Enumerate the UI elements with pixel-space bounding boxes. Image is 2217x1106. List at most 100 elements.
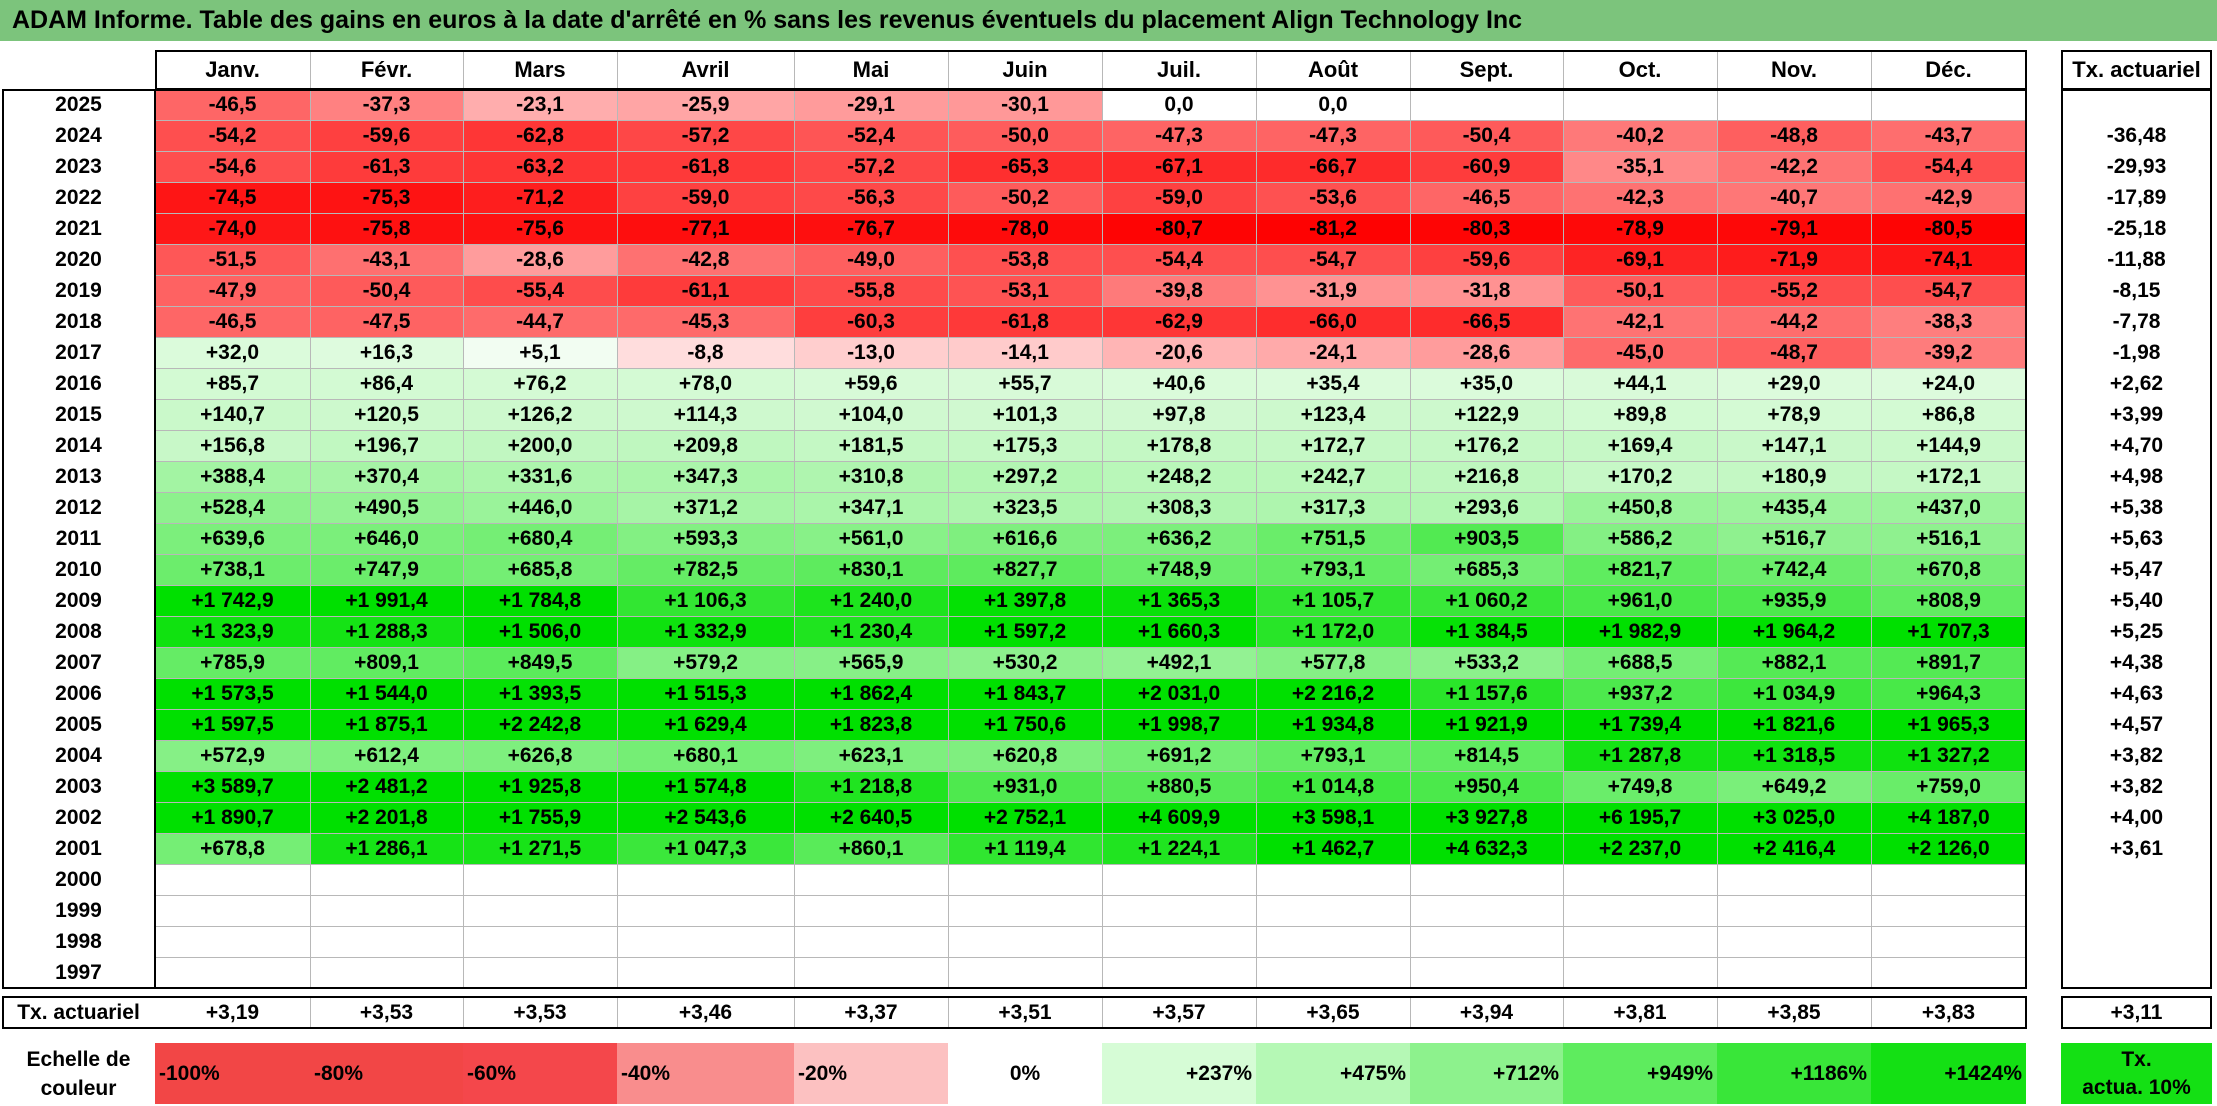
table-cell: +122,9	[1410, 399, 1563, 430]
table-cell: +1 240,0	[794, 585, 948, 616]
table-cell	[1410, 864, 1563, 895]
year-label: 1998	[55, 929, 102, 953]
table-cell: +528,4	[155, 492, 310, 523]
footer-cell: +3,46	[678, 1000, 733, 1024]
table-cell: +242,7	[1256, 461, 1410, 492]
table-cell	[948, 926, 1102, 957]
table-cell: -81,2	[1256, 213, 1410, 244]
footer-gridline	[617, 996, 618, 1029]
table-cell: +561,0	[794, 523, 948, 554]
table-cell: +1 218,8	[794, 771, 948, 802]
table-cell: -42,8	[617, 244, 794, 275]
table-cell: +649,2	[1717, 771, 1871, 802]
table-cell: -79,1	[1717, 213, 1871, 244]
table-cell: +821,7	[1563, 554, 1717, 585]
legend-label: Echelle de couleur	[2, 1043, 155, 1104]
table-cell: +3 598,1	[1256, 802, 1410, 833]
month-header: Juil.	[1156, 56, 1201, 82]
table-cell: -28,6	[1410, 337, 1563, 368]
table-cell: -55,4	[463, 275, 617, 306]
row-gridline	[155, 151, 2026, 152]
table-cell: +891,7	[1871, 647, 2026, 678]
actuarial-rate-cell: +4,98	[2109, 464, 2164, 488]
row-gridline	[155, 523, 2026, 524]
column-gridline	[310, 50, 311, 988]
table-cell: +2 416,4	[1717, 833, 1871, 864]
table-cell: +1 982,9	[1563, 616, 1717, 647]
table-cell	[463, 864, 617, 895]
table-cell	[1871, 89, 2026, 120]
table-cell: -42,1	[1563, 306, 1717, 337]
row-gridline	[155, 120, 2026, 121]
table-cell: -60,3	[794, 306, 948, 337]
row-gridline	[155, 182, 2026, 183]
table-cell: +751,5	[1256, 523, 1410, 554]
table-cell: -43,7	[1871, 120, 2026, 151]
table-cell: +59,6	[794, 368, 948, 399]
table-cell	[617, 957, 794, 988]
table-cell: +89,8	[1563, 399, 1717, 430]
footer-cell: +3,85	[1767, 1000, 1821, 1024]
table-cell	[1871, 926, 2026, 957]
table-cell	[948, 864, 1102, 895]
legend-swatch: -60%	[463, 1043, 617, 1104]
table-cell: -45,0	[1563, 337, 1717, 368]
table-cell: +450,8	[1563, 492, 1717, 523]
table-cell: +1 707,3	[1871, 616, 2026, 647]
footer-cell: +3,94	[1459, 1000, 1514, 1024]
table-cell: +1 327,2	[1871, 740, 2026, 771]
table-cell: -29,1	[794, 89, 948, 120]
footer-gridline	[1256, 996, 1257, 1029]
table-cell: -49,0	[794, 244, 948, 275]
footer-cell: +3,37	[844, 1000, 898, 1024]
footer-gridline	[1410, 996, 1411, 1029]
legend-swatch: +712%	[1410, 1043, 1563, 1104]
table-cell	[617, 864, 794, 895]
table-cell: +147,1	[1717, 430, 1871, 461]
table-cell: +961,0	[1563, 585, 1717, 616]
legend-swatch: +949%	[1563, 1043, 1717, 1104]
table-cell	[463, 957, 617, 988]
table-cell: +747,9	[310, 554, 463, 585]
table-cell	[1256, 895, 1410, 926]
table-cell: +55,7	[948, 368, 1102, 399]
table-cell: +2 201,8	[310, 802, 463, 833]
table-cell: -59,6	[1410, 244, 1563, 275]
table-cell: +793,1	[1256, 554, 1410, 585]
table-cell	[155, 957, 310, 988]
table-cell: -54,6	[155, 151, 310, 182]
table-cell: -62,8	[463, 120, 617, 151]
table-cell: +1 047,3	[617, 833, 794, 864]
table-cell: -37,3	[310, 89, 463, 120]
table-cell: -39,2	[1871, 337, 2026, 368]
actuarial-rate-cell	[2061, 864, 2212, 895]
table-cell: -61,1	[617, 275, 794, 306]
table-cell: -25,9	[617, 89, 794, 120]
table-cell: -50,0	[948, 120, 1102, 151]
table-cell	[463, 895, 617, 926]
table-cell: +317,3	[1256, 492, 1410, 523]
table-cell	[1563, 864, 1717, 895]
table-cell: +101,3	[948, 399, 1102, 430]
table-cell: +169,4	[1563, 430, 1717, 461]
table-cell: +1 574,8	[617, 771, 794, 802]
table-cell: +680,4	[463, 523, 617, 554]
table-cell: +1 506,0	[463, 616, 617, 647]
year-label: 2020	[55, 247, 102, 271]
table-cell: +1 397,8	[948, 585, 1102, 616]
table-cell: +935,9	[1717, 585, 1871, 616]
actuarial-rate-cell: +4,63	[2109, 681, 2164, 705]
table-cell: +216,8	[1410, 461, 1563, 492]
table-cell: -76,7	[794, 213, 948, 244]
row-gridline	[155, 895, 2026, 896]
legend-swatch: -80%	[310, 1043, 463, 1104]
table-cell: -39,8	[1102, 275, 1256, 306]
table-cell: +2 126,0	[1871, 833, 2026, 864]
table-cell: -69,1	[1563, 244, 1717, 275]
table-cell: +882,1	[1717, 647, 1871, 678]
table-cell: 0,0	[1256, 89, 1410, 120]
table-cell: -55,8	[794, 275, 948, 306]
table-cell: -54,4	[1102, 244, 1256, 275]
table-cell: +808,9	[1871, 585, 2026, 616]
table-cell: -31,8	[1410, 275, 1563, 306]
